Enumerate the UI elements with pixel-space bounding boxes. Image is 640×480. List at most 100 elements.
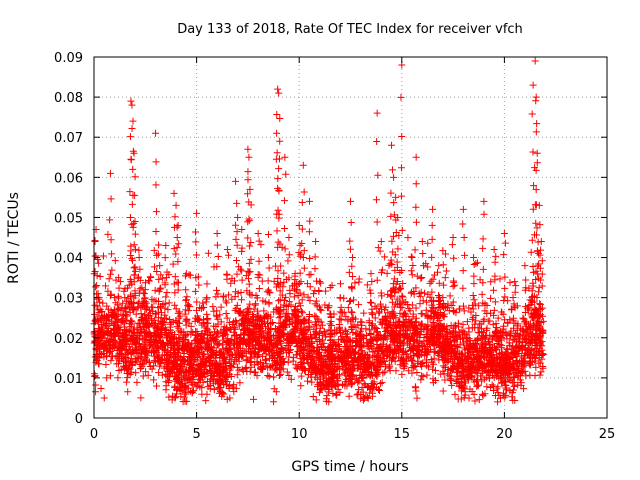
- data-point: [227, 279, 235, 287]
- data-point: [454, 395, 462, 403]
- data-point: [423, 298, 431, 306]
- data-point: [466, 385, 474, 393]
- data-point: [345, 360, 353, 368]
- data-point: [459, 302, 467, 310]
- x-tick-label: 15: [394, 427, 411, 442]
- data-point: [493, 323, 501, 331]
- data-point: [390, 303, 398, 311]
- data-point: [500, 368, 508, 376]
- data-point: [345, 392, 353, 400]
- data-point: [452, 376, 460, 384]
- data-point: [123, 378, 131, 386]
- data-point: [136, 285, 144, 293]
- data-point: [400, 363, 408, 371]
- data-point: [355, 342, 363, 350]
- data-point: [298, 240, 306, 248]
- data-point: [485, 337, 493, 345]
- data-point: [175, 324, 183, 332]
- data-point: [226, 381, 234, 389]
- data-point: [287, 346, 295, 354]
- data-point: [276, 296, 284, 304]
- data-point: [154, 298, 162, 306]
- data-point: [537, 276, 545, 284]
- data-point: [525, 304, 533, 312]
- data-point: [525, 359, 533, 367]
- data-point: [535, 359, 543, 367]
- data-point: [499, 356, 507, 364]
- data-point: [535, 288, 543, 296]
- data-point: [305, 323, 313, 331]
- data-point: [430, 354, 438, 362]
- data-point: [487, 347, 495, 355]
- data-point: [355, 278, 363, 286]
- data-point: [271, 355, 279, 363]
- data-point: [424, 239, 432, 247]
- data-point: [316, 355, 324, 363]
- data-point: [162, 386, 170, 394]
- data-point: [407, 253, 415, 261]
- data-point: [230, 381, 238, 389]
- data-point: [341, 338, 349, 346]
- data-point: [315, 348, 323, 356]
- data-point: [507, 306, 515, 314]
- data-point: [242, 364, 250, 372]
- data-point: [532, 363, 540, 371]
- data-point: [516, 376, 524, 384]
- data-point: [298, 307, 306, 315]
- data-point: [197, 304, 205, 312]
- data-point: [138, 362, 146, 370]
- data-point: [409, 313, 417, 321]
- data-point: [239, 353, 247, 361]
- data-point: [127, 368, 135, 376]
- data-point: [495, 374, 503, 382]
- data-point: [233, 371, 241, 379]
- data-point: [252, 300, 260, 308]
- chart-title: Day 133 of 2018, Rate Of TEC Index for r…: [177, 22, 523, 37]
- data-point: [388, 355, 396, 363]
- x-axis-label: GPS time / hours: [291, 459, 408, 475]
- data-point: [430, 348, 438, 356]
- data-point: [270, 277, 278, 285]
- data-point: [531, 355, 539, 363]
- data-point: [478, 290, 486, 298]
- data-point: [239, 367, 247, 375]
- data-point: [179, 335, 187, 343]
- data-point: [378, 379, 386, 387]
- data-point: [335, 371, 343, 379]
- data-point: [279, 283, 287, 291]
- y-tick-label: 0.06: [54, 171, 83, 186]
- data-point: [257, 241, 265, 249]
- data-point: [399, 293, 407, 301]
- data-point: [181, 310, 189, 318]
- data-point: [439, 261, 447, 269]
- y-tick-label: 0.07: [54, 131, 83, 146]
- y-tick-label: 0.04: [54, 252, 83, 267]
- data-point: [116, 278, 124, 286]
- data-point: [186, 360, 194, 368]
- data-point: [139, 372, 147, 380]
- data-point: [448, 381, 456, 389]
- y-tick-label: 0.02: [54, 332, 83, 347]
- data-point: [531, 372, 539, 380]
- data-point: [465, 304, 473, 312]
- data-point: [407, 267, 415, 275]
- data-point: [270, 398, 278, 406]
- data-point: [149, 344, 157, 352]
- x-tick-label: 20: [496, 427, 513, 442]
- data-point: [128, 255, 136, 263]
- data-point: [519, 314, 527, 322]
- data-point: [246, 300, 254, 308]
- data-point: [260, 307, 268, 315]
- x-tick-label: 10: [291, 427, 308, 442]
- data-point: [418, 320, 426, 328]
- data-point: [402, 298, 410, 306]
- data-point: [312, 396, 320, 404]
- data-point: [272, 388, 280, 396]
- data-point: [388, 293, 396, 301]
- data-point: [535, 260, 543, 268]
- data-point: [359, 396, 367, 404]
- data-point: [250, 323, 258, 331]
- data-point: [153, 382, 161, 390]
- y-tick-label: 0.09: [54, 51, 83, 66]
- data-point: [202, 357, 210, 365]
